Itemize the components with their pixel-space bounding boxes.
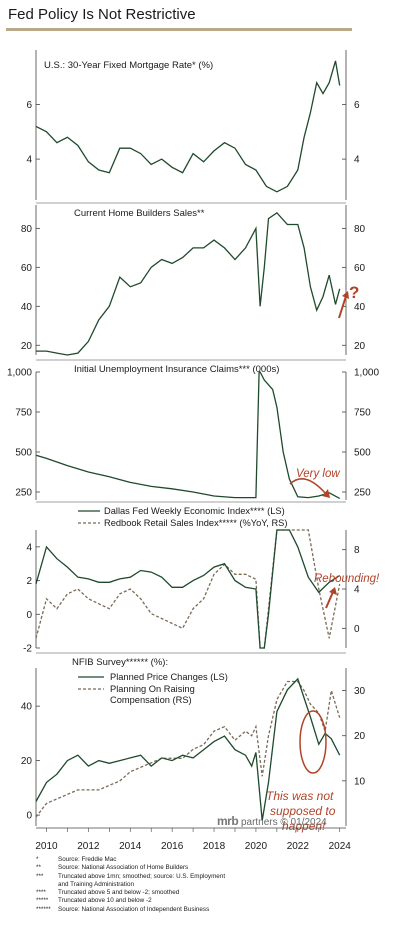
x-tick-label-3: 2016	[161, 841, 184, 852]
x-tick-label-2: 2014	[119, 841, 142, 852]
claims-ltick-label-0: 250	[15, 488, 32, 499]
footnote-5: **** Truncated above 5 and below -2; smoo…	[36, 889, 180, 897]
wei-ltick-label-3: 4	[26, 542, 32, 553]
mortgage-ltick-label-0: 4	[26, 155, 32, 166]
nfib-ltick-label-1: 20	[21, 756, 33, 767]
footnote-7: ****** Source: National Association of In…	[36, 905, 210, 913]
wei-ltick-label-2: 2	[26, 576, 32, 587]
rebound-arrowhead-icon	[329, 587, 337, 595]
mortgage-rtick-label-1: 6	[354, 100, 360, 111]
claims-ltick-label-3: 1,000	[7, 368, 32, 379]
x-tick-label-5: 2020	[245, 841, 268, 852]
wei-ltick-label-1: 0	[26, 610, 32, 621]
brand-logo: mrb partners © 01/2024	[217, 814, 327, 828]
x-tick-label-6: 2022	[287, 841, 310, 852]
mortgage-title: U.S.: 30-Year Fixed Mortgage Rate* (%)	[44, 60, 213, 71]
builders-ltick-label-3: 80	[21, 224, 33, 235]
legend-comp-label-2: Compensation (RS)	[110, 695, 192, 705]
very-low-arrowhead-icon	[322, 489, 330, 498]
builders-rtick-label-3: 80	[354, 224, 366, 235]
rising-arrow-icon	[338, 295, 347, 319]
nfib-title: NFIB Survey****** (%):	[72, 657, 168, 668]
rising-arrowhead-icon	[342, 291, 349, 299]
footnote-1: * Source: Freddie Mac	[36, 856, 117, 863]
annotation-line-2: supposed to	[270, 804, 336, 818]
footnote-6: ***** Truncated above 10 and below -2	[36, 897, 152, 905]
x-tick-label-1: 2012	[77, 841, 100, 852]
legend-comp-label-1: Planning On Raising	[110, 684, 195, 694]
wei-ltick-label-0: -2	[23, 644, 32, 655]
chart-figure: U.S.: 30-Year Fixed Mortgage Rate* (%) 4 4…	[7, 50, 380, 852]
footnote-2: ** Source: National Association of Home B…	[36, 864, 189, 872]
nfib-comp-rtick-label-1: 20	[354, 731, 366, 742]
nfib-compensation-line	[35, 680, 341, 818]
annotation-rebounding: Rebounding!	[314, 573, 380, 585]
redbook-rtick-label-1: 4	[354, 585, 360, 596]
x-tick-label-0: 2010	[35, 841, 58, 852]
mortgage-ltick-label-1: 6	[26, 100, 32, 111]
question-mark: ?	[349, 283, 359, 302]
builders-rtick-label-0: 20	[354, 341, 366, 352]
claims-rtick-label-2: 750	[354, 408, 371, 419]
dallas-wei-line	[35, 529, 341, 649]
annotation-very-low: Very low	[296, 468, 340, 480]
mortgage-rate-line	[35, 60, 341, 193]
footnote-3: *** Truncated above 1mn; smoothed; source…	[36, 872, 226, 880]
legend-redbook-label: Redbook Retail Sales Index***** (%YoY, R…	[104, 518, 287, 528]
mortgage-rtick-label-0: 4	[354, 155, 360, 166]
claims-rtick-label-0: 250	[354, 488, 371, 499]
builders-ltick-label-2: 60	[21, 263, 33, 274]
page-title: Fed Policy Is Not Restrictive	[8, 6, 196, 23]
brand-copyright: partners © 01/2024	[238, 817, 327, 828]
redbook-rtick-label-2: 8	[354, 545, 360, 556]
claims-rtick-label-1: 500	[354, 448, 371, 459]
annotation-line-1: This was not	[266, 789, 334, 803]
nfib-comp-rtick-label-0: 10	[354, 776, 366, 787]
nfib-price-line	[35, 677, 341, 821]
builders-rtick-label-2: 60	[354, 263, 366, 274]
rebound-arrow-icon	[325, 591, 334, 609]
nfib-ltick-label-2: 40	[21, 702, 33, 713]
legend-price-label: Planned Price Changes (LS)	[110, 672, 228, 682]
builders-ltick-label-0: 20	[21, 341, 33, 352]
very-low-arrow-icon	[289, 478, 327, 495]
title-rule	[6, 28, 352, 31]
nfib-comp-rtick-label-2: 30	[354, 686, 366, 697]
builders-ltick-label-1: 40	[21, 302, 33, 313]
builders-sales-line	[36, 211, 341, 356]
footnotes: * Source: Freddie Mac ** Source: National …	[36, 856, 225, 914]
footnote-4: and Training Administration	[58, 880, 134, 888]
highlight-circle	[299, 710, 327, 774]
brand-mark: mrb	[217, 814, 239, 828]
x-tick-label-7: 2024	[329, 841, 352, 852]
redbook-line	[35, 529, 341, 649]
claims-ltick-label-1: 500	[15, 448, 32, 459]
builders-title: Current Home Builders Sales**	[74, 208, 205, 219]
x-tick-label-4: 2018	[203, 841, 226, 852]
claims-line	[35, 371, 341, 499]
claims-title: Initial Unemployment Insurance Claims***…	[74, 364, 279, 375]
claims-ltick-label-2: 750	[15, 408, 32, 419]
legend-dallas-label: Dallas Fed Weekly Economic Index**** (LS…	[104, 506, 285, 516]
nfib-ltick-label-0: 0	[26, 811, 32, 822]
annotation-line-3: happen!	[282, 819, 326, 833]
builders-rtick-label-1: 40	[354, 302, 366, 313]
redbook-rtick-label-0: 0	[354, 624, 360, 635]
claims-rtick-label-3: 1,000	[354, 368, 379, 379]
